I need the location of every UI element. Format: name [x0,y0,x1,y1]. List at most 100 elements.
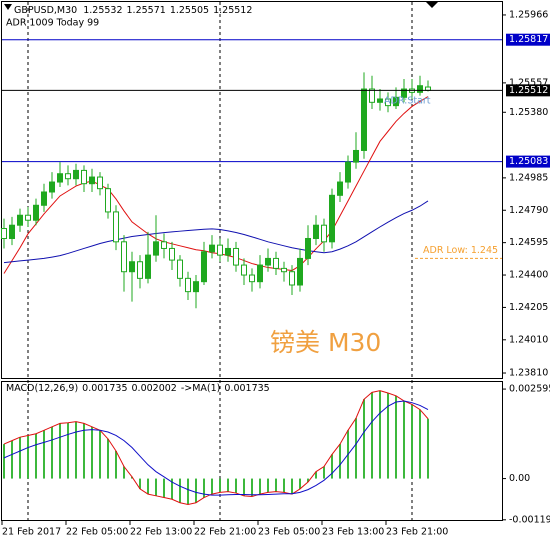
candle-body [337,181,343,196]
candle-body [217,244,223,256]
candle-body [9,224,15,239]
y-tick-label: -0.001195 [509,514,550,525]
x-tick-label: 23 Feb 21:00 [386,527,448,538]
moving-average [3,96,429,274]
candle-body [369,88,375,103]
macd-title: MACD(12,26,9) [6,383,78,394]
y-tick-label: 1.23810 [509,368,548,379]
candle-body [153,241,159,256]
y-tick-label: 1.25966 [509,9,548,20]
menu-marker [4,4,12,10]
chart-header: GBPUSD,M30 1.25532 1.25571 1.25505 1.25512 [14,5,252,16]
y-tick-label: 1.24010 [509,334,548,345]
candle-body [49,181,55,193]
candle-body [129,261,135,273]
candle-body [417,85,423,93]
x-tick-label: 22 Feb 05:00 [66,527,128,538]
candle-body [281,267,287,273]
price-label-box [506,155,550,168]
macd-panel [1,381,503,521]
candle-body [73,169,79,180]
candle-body [233,247,239,266]
macd-value: 0.001735 [82,383,127,394]
candle-body [89,176,95,185]
candle-body [25,214,31,221]
y-tick-label: 1.25557 [509,77,548,88]
candle-body [161,241,167,249]
candle-body [353,149,359,163]
candle-body [145,254,151,279]
y-tick-label: 1.24400 [509,270,548,281]
candle-body [305,237,311,259]
candle-body [313,224,319,239]
candle-body [209,244,215,253]
candle-body [265,257,271,266]
x-tick-label: 23 Feb 05:00 [258,527,320,538]
x-tick-label: 21 Feb 2017 [2,527,61,538]
candle-body [361,88,367,151]
price-label: 1.25512 [509,85,548,96]
candle-body [329,194,335,243]
y-tick-label: 1.25380 [509,107,548,118]
candle-body [273,257,279,269]
macd-header: MACD(12,26,9) 0.001735 0.002002 ->MA(1) 0.00… [6,383,270,394]
candle-body [17,214,23,226]
candle-body [105,188,111,213]
candle-body [177,259,183,279]
candle-body [377,98,383,103]
candle-body [65,173,71,180]
chart-title: GBPUSD,M30 [14,5,77,16]
main-panel [1,1,503,379]
candle-body [169,247,175,261]
y-tick-label: 0.002595 [509,384,550,395]
price-label: 1.25083 [509,156,548,167]
candle-body [241,264,247,276]
adr-low-label: ADR Low: 1.245 [423,245,498,256]
candle-body [321,224,327,243]
ma-value: 0.001735 [224,383,269,394]
candle-body [385,98,391,107]
candle-body [225,247,231,256]
candle-body [1,228,7,239]
adr-start-label: ADR:Start [384,96,431,107]
open-value: 1.25532 [83,5,122,16]
ma-label: ->MA(1) [181,383,221,394]
candle-body [393,96,399,107]
x-tick-label: 22 Feb 21:00 [194,527,256,538]
candle-body [201,251,207,283]
candle-body [137,261,143,279]
price-label-box [506,84,550,97]
candle-body [41,191,47,206]
candle-body [81,169,87,185]
candle-body [113,211,119,243]
price-label-box [506,33,550,46]
candle-body [297,257,303,286]
y-tick-label: 0.00 [509,473,530,484]
candle-body [289,271,295,286]
y-tick-label: 1.24595 [509,237,548,248]
signal-line [3,400,429,496]
y-tick-label: 1.24205 [509,302,548,313]
x-tick-label: 22 Feb 13:00 [130,527,192,538]
signal-value: 0.002002 [132,383,177,394]
close-value: 1.25512 [213,5,252,16]
candle-body [193,281,199,293]
candle-body [257,264,263,283]
candle-body [185,277,191,293]
price-label: 1.25817 [509,34,548,45]
moving-average [3,200,429,264]
adr-info: ADR 1009 Today 99 [6,18,99,29]
watermark: 镑美 M30 [270,328,381,357]
y-tick-label: 1.24985 [509,172,548,183]
candle-body [33,204,39,221]
low-value: 1.25505 [170,5,209,16]
y-tick-label: 1.24790 [509,205,548,216]
high-value: 1.25571 [127,5,166,16]
shift-marker [426,2,438,8]
candle-body [249,274,255,283]
macd-ma-line [3,390,429,505]
x-tick-label: 23 Feb 13:00 [322,527,384,538]
candle-body [57,173,63,183]
